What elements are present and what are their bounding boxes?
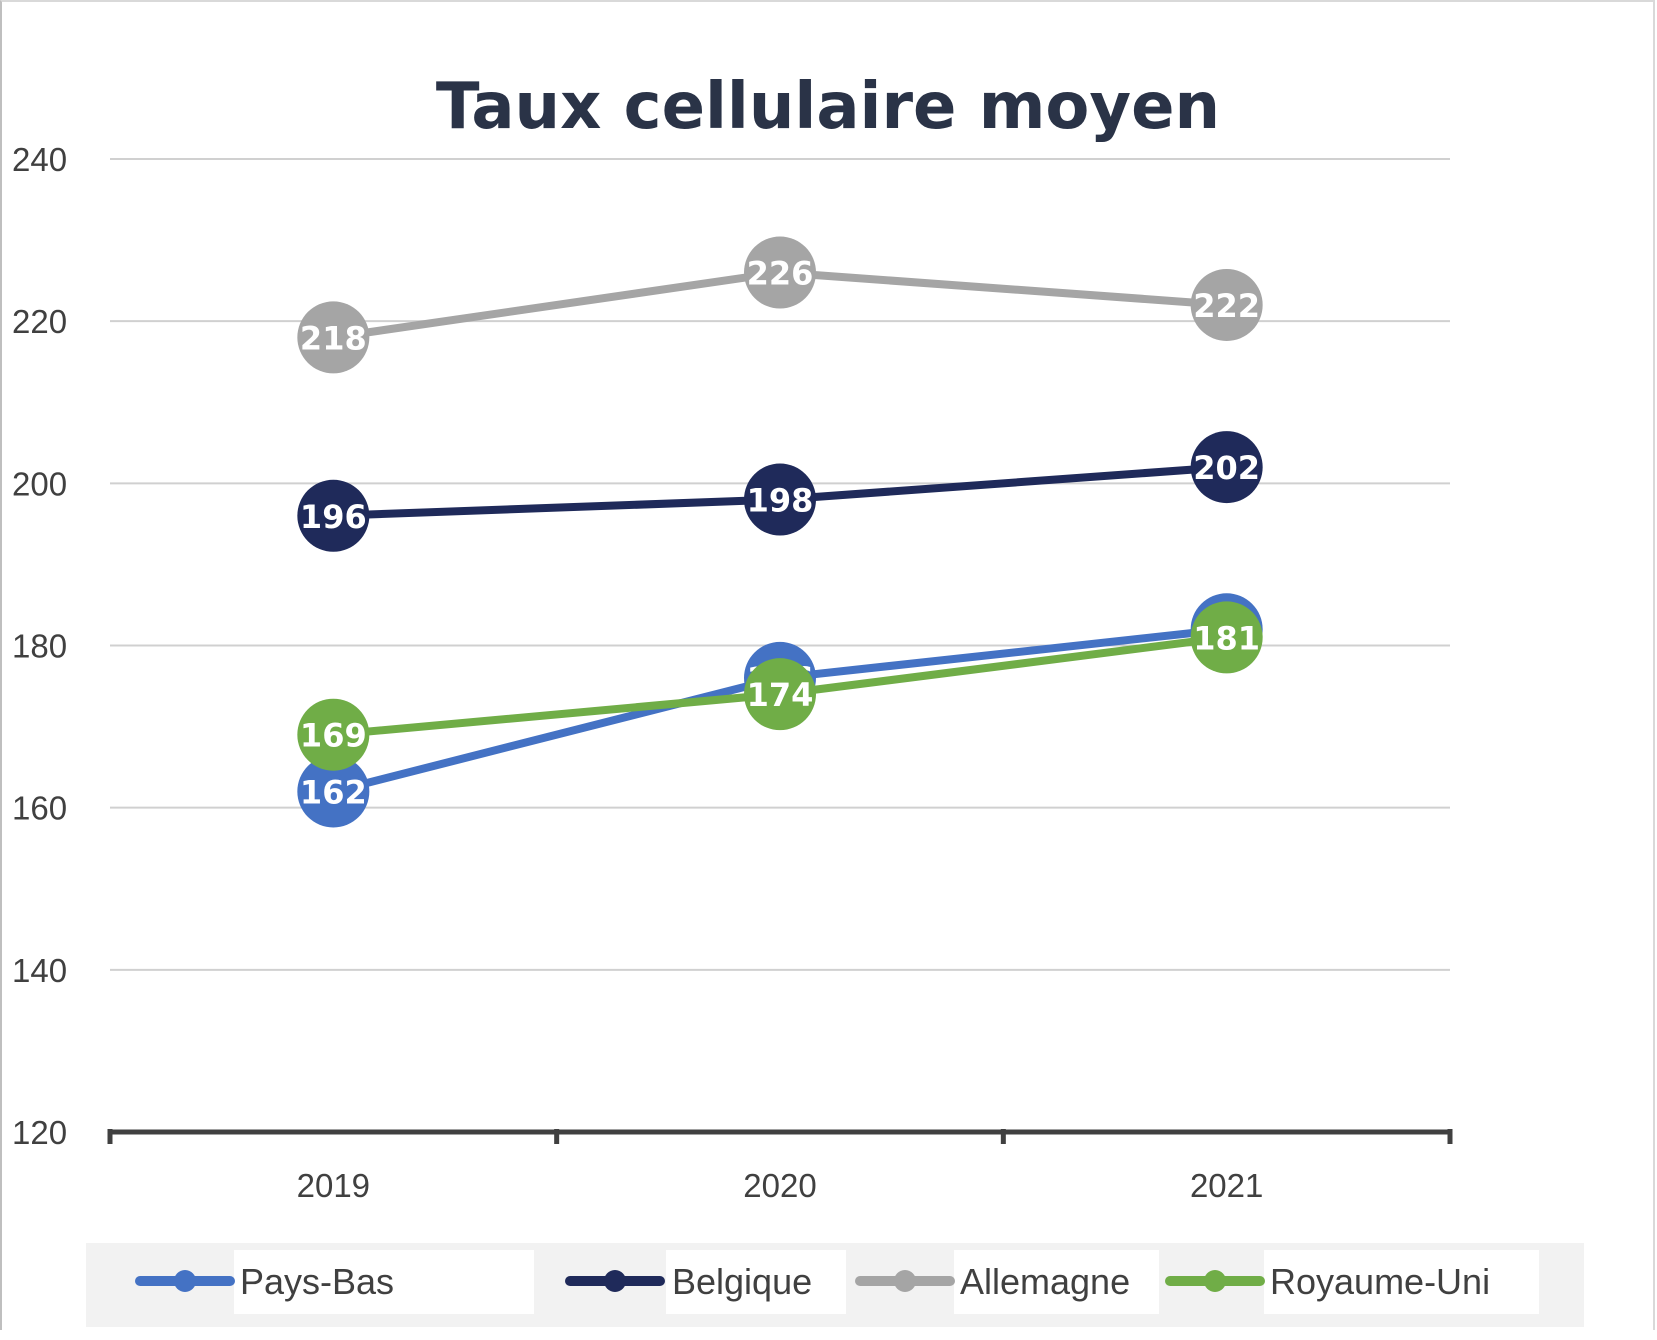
data-point xyxy=(1190,601,1263,674)
y-axis-ticks: 120 140 160 180 200 220 240 xyxy=(12,141,67,1151)
legend-label-box xyxy=(954,1250,1159,1314)
chart-title: Taux cellulaire moyen xyxy=(436,70,1220,144)
data-point xyxy=(1190,268,1263,341)
legend-swatch-marker xyxy=(894,1270,916,1292)
y-tick-label: 140 xyxy=(12,952,67,989)
data-point xyxy=(744,463,816,536)
legend-swatch-marker xyxy=(1204,1270,1226,1292)
data-point xyxy=(297,479,370,552)
data-label: 196 xyxy=(300,498,367,536)
legend-swatch-marker xyxy=(174,1270,196,1292)
legend-item-allemagne: Allemagne xyxy=(855,1250,1159,1314)
legend-item-pays-bas: Pays-Bas xyxy=(135,1250,534,1314)
x-tick-label: 2020 xyxy=(743,1167,816,1204)
legend: Pays-Bas Belgique Allemagne Royaume-Uni xyxy=(86,1243,1584,1327)
data-point xyxy=(1190,431,1263,504)
data-label: 218 xyxy=(300,319,367,357)
data-point xyxy=(297,698,370,771)
data-label: 222 xyxy=(1193,287,1260,325)
legend-label: Allemagne xyxy=(960,1261,1130,1302)
y-tick-label: 200 xyxy=(12,465,67,502)
data-label: 181 xyxy=(1193,619,1260,657)
data-label: 202 xyxy=(1193,449,1260,487)
data-label: 226 xyxy=(747,255,814,293)
y-tick-label: 160 xyxy=(12,790,67,827)
data-point xyxy=(297,755,370,828)
legend-label: Belgique xyxy=(672,1261,812,1302)
data-label: 174 xyxy=(747,676,814,714)
data-label: 169 xyxy=(300,717,367,755)
legend-label-box xyxy=(234,1250,534,1314)
data-point xyxy=(297,301,370,374)
legend-item-royaume-uni: Royaume-Uni xyxy=(1165,1250,1539,1314)
x-tick-label: 2021 xyxy=(1190,1167,1263,1204)
y-tick-label: 120 xyxy=(12,1114,67,1151)
series-belgique: 196 198 202 xyxy=(297,431,1263,552)
series-lines: 162176182196198202218226222169174181 xyxy=(297,236,1263,828)
legend-item-belgique: Belgique xyxy=(565,1250,846,1314)
x-axis: 2019 2020 2021 xyxy=(107,1129,1453,1204)
legend-swatch-marker xyxy=(604,1270,626,1292)
y-tick-label: 240 xyxy=(12,141,67,178)
data-point xyxy=(744,658,816,731)
legend-label-box xyxy=(666,1250,846,1314)
legend-label-box xyxy=(1264,1250,1539,1314)
y-tick-label: 180 xyxy=(12,628,67,665)
legend-label: Pays-Bas xyxy=(240,1261,394,1302)
data-point xyxy=(744,236,816,309)
series-royaume-uni: 169 174 181 xyxy=(297,601,1263,771)
data-label: 162 xyxy=(300,773,367,811)
data-label: 198 xyxy=(747,482,814,520)
legend-label: Royaume-Uni xyxy=(1270,1261,1490,1302)
x-tick-label: 2019 xyxy=(297,1167,370,1204)
series-allemagne: 218 226 222 xyxy=(297,236,1263,374)
y-tick-label: 220 xyxy=(12,303,67,340)
